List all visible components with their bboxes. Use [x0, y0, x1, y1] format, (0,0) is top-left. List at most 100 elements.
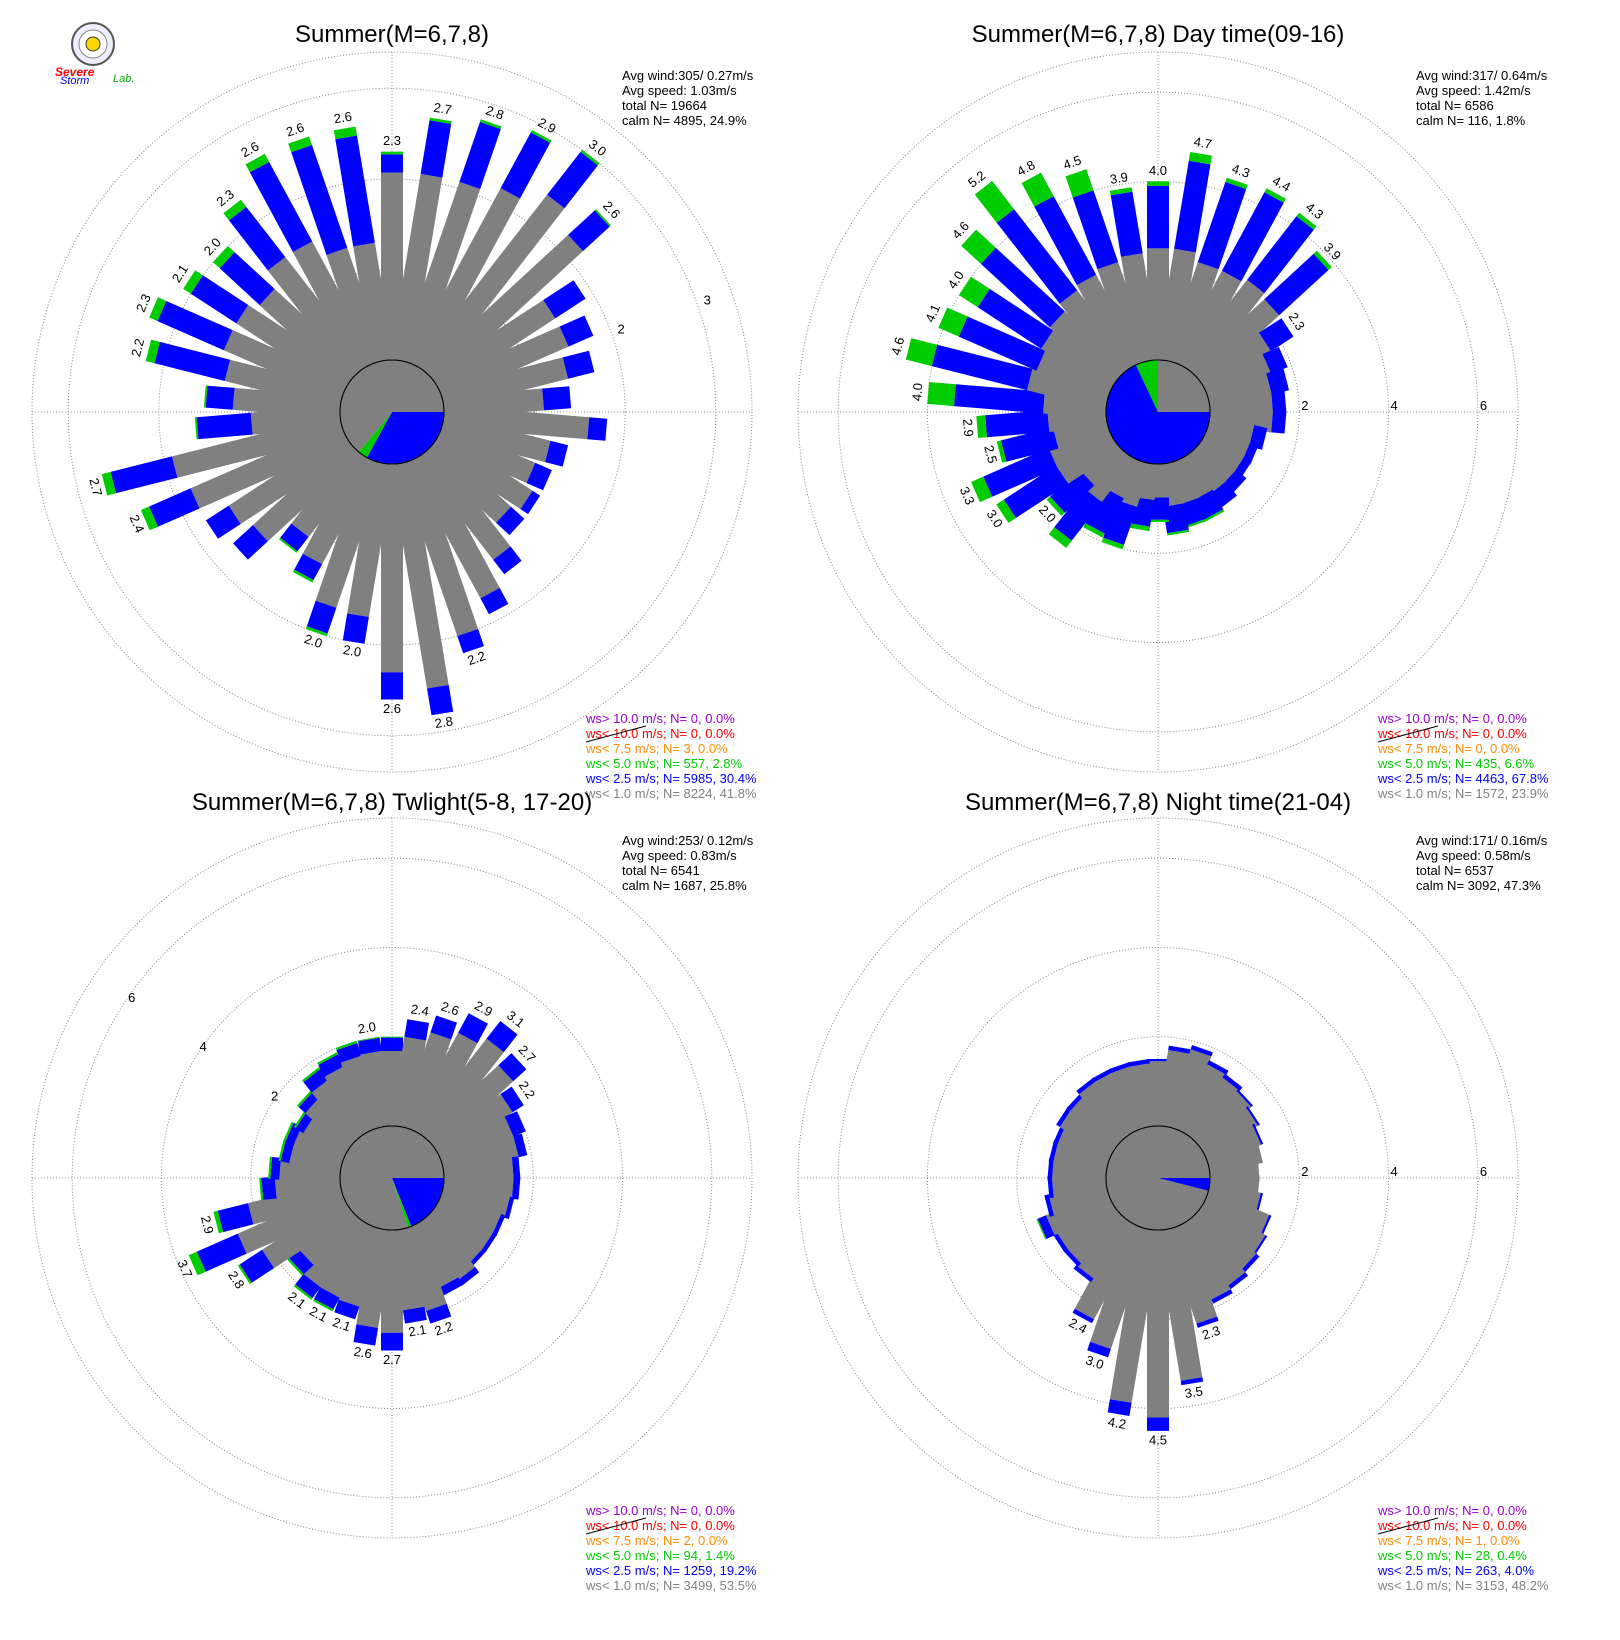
bar-blue-segment — [1190, 1045, 1213, 1057]
bar-blue-segment — [513, 1133, 528, 1158]
bar-gray-segment — [429, 431, 533, 510]
bar-green-segment — [961, 229, 996, 264]
ring-label: 6 — [1480, 398, 1487, 413]
bar-blue-segment — [294, 553, 323, 581]
bar-blue-segment — [1271, 390, 1287, 414]
bar-green-segment — [282, 1121, 294, 1143]
bar-blue-segment — [1066, 1092, 1085, 1112]
bar-blue-segment — [291, 145, 348, 255]
legend-strike — [585, 1517, 647, 1535]
bar-blue-segment — [568, 210, 610, 252]
bar-blue-segment — [983, 447, 1058, 497]
bar-green-segment — [297, 1089, 314, 1107]
bar-green-segment — [1127, 523, 1150, 532]
center-pie-slice — [1106, 364, 1210, 464]
bar-blue-segment — [958, 316, 1046, 371]
bar-blue-segment — [1072, 190, 1119, 270]
bar-gray-segment — [407, 452, 500, 599]
bar-gray-segment — [1036, 350, 1115, 402]
bar-gray-segment — [1188, 299, 1280, 385]
bar-green-segment — [213, 1210, 224, 1234]
ring-4 — [160, 946, 624, 1410]
bar-blue-segment — [504, 1111, 526, 1137]
bar-green-segment — [335, 1040, 358, 1051]
bar-gray-segment — [1109, 1227, 1161, 1403]
bar-blue-segment — [314, 1287, 340, 1310]
bar-gray-segment — [360, 1050, 395, 1129]
bar-blue-segment — [1260, 1214, 1272, 1236]
bar-blue-segment — [459, 121, 501, 189]
bar-blue-segment — [547, 151, 598, 209]
bar-blue-segment — [149, 488, 200, 527]
bar-green-segment — [938, 307, 968, 337]
bar-blue-segment — [381, 1332, 403, 1351]
bar-blue-segment — [1047, 1175, 1054, 1198]
bar-green-segment — [381, 1036, 403, 1038]
stats-line: calm N= 4895, 24.9% — [622, 113, 747, 128]
bar-total-label: 2.0 — [342, 642, 362, 660]
legend-entry: ws< 2.5 m/s; N= 1259, 19.2% — [585, 1563, 757, 1578]
legend-entry: ws< 1.0 m/s; N= 8224, 41.8% — [585, 786, 757, 801]
bar-total-label: 2.6 — [439, 999, 461, 1019]
bar-total-label: 2.9 — [960, 418, 976, 437]
bar-blue-segment — [1236, 1089, 1253, 1107]
bar-total-label: 2.8 — [484, 102, 506, 122]
bar-gray-segment — [415, 1038, 504, 1144]
bar-total-label: 4.4 — [1270, 173, 1293, 195]
bar-total-label: 2.8 — [434, 713, 454, 731]
bar-gray-segment — [1195, 1197, 1266, 1254]
ring-label: 2 — [1301, 1164, 1308, 1179]
ring-label: 2 — [1301, 398, 1308, 413]
center-pie-slice — [1106, 1126, 1210, 1231]
legend-entry: ws< 5.0 m/s; N= 94, 1.4% — [585, 1548, 735, 1563]
bar-blue-segment — [457, 629, 484, 654]
bar-gray-segment — [353, 242, 395, 363]
bar-blue-segment — [1246, 1106, 1260, 1126]
bar-blue-segment — [1252, 1123, 1264, 1145]
bar-blue-segment — [261, 1176, 277, 1200]
bar-total-label: 2.3 — [1286, 310, 1308, 333]
bar-blue-segment — [1048, 1140, 1059, 1163]
bar-blue-segment — [196, 1233, 247, 1272]
bar-total-label: 2.5 — [981, 444, 1000, 465]
legend-entry: ws< 2.5 m/s; N= 5985, 30.4% — [585, 771, 757, 786]
bar-blue-segment — [985, 410, 1050, 438]
bar-gray-segment — [442, 405, 590, 440]
bar-gray-segment — [1041, 330, 1121, 393]
bar-blue-segment — [280, 523, 309, 552]
bar-gray-segment — [429, 1197, 494, 1250]
bar-green-segment — [288, 136, 312, 153]
bar-green-segment — [1065, 169, 1094, 198]
bar-total-label: 4.3 — [1230, 161, 1252, 181]
bar-gray-segment — [291, 446, 369, 537]
bar-total-label: 4.5 — [1149, 1432, 1167, 1447]
bar-blue-segment — [1056, 1106, 1072, 1127]
bar-total-label: 2.7 — [383, 1352, 401, 1367]
bar-total-label: 2.6 — [383, 701, 401, 716]
outer-ring — [31, 817, 753, 1539]
bar-total-label: 4.7 — [1193, 134, 1213, 152]
bar-blue-segment — [1072, 1308, 1095, 1324]
bar-gray-segment — [1059, 1108, 1121, 1159]
ring-6 — [837, 857, 1479, 1499]
bar-gray-segment — [1155, 1050, 1190, 1129]
bar-gray-segment — [435, 1188, 502, 1235]
ring-3 — [67, 87, 717, 737]
bar-blue-segment — [353, 1324, 379, 1346]
bar-blue-segment — [205, 385, 235, 410]
bar-gray-segment — [1181, 1077, 1240, 1144]
bar-blue-segment — [1103, 499, 1137, 545]
bar-total-label: 2.7 — [433, 100, 453, 118]
bar-blue-segment — [402, 1306, 427, 1324]
bar-green-segment — [381, 151, 403, 155]
stats-line: total N= 6586 — [1416, 98, 1494, 113]
bar-blue-segment — [1107, 1399, 1132, 1416]
bar-gray-segment — [356, 1227, 395, 1328]
bar-green-segment — [1225, 177, 1248, 190]
bar-blue-segment — [1003, 465, 1069, 518]
bar-blue-segment — [559, 315, 594, 347]
bar-gray-segment — [1104, 452, 1143, 499]
legend-entry: ws< 1.0 m/s; N= 3153, 48.2% — [1377, 1578, 1549, 1593]
bar-green-segment — [429, 117, 452, 124]
bar-green-segment — [1101, 537, 1124, 550]
